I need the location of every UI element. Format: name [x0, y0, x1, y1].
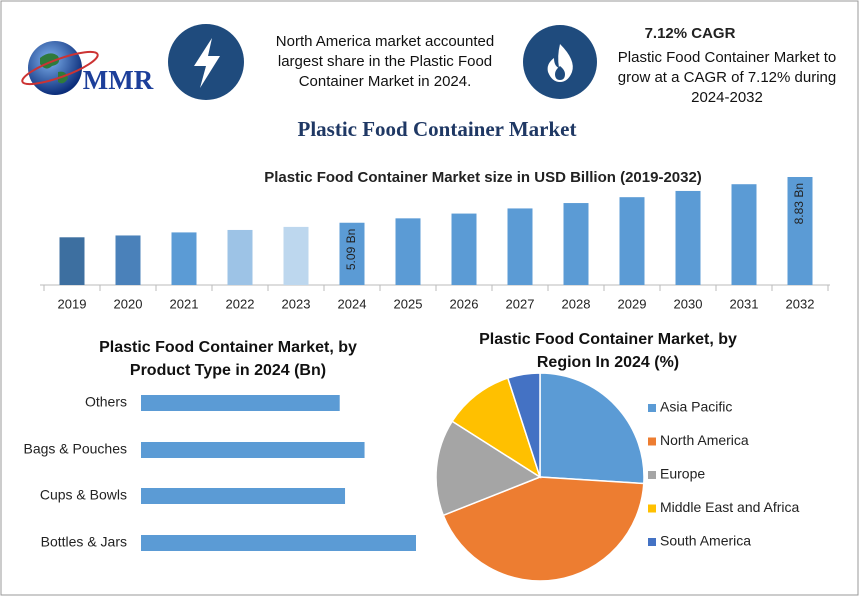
bar: [787, 177, 813, 285]
x-tick-label: 2025: [394, 296, 423, 311]
x-tick-label: 2019: [58, 296, 87, 311]
pie-slice: [435, 420, 542, 517]
bolt-icon: [194, 38, 220, 88]
y-tick-label: Cups & Bowls: [40, 487, 127, 503]
bar: [507, 208, 533, 285]
chart-title: Plastic Food Container Market size in US…: [264, 169, 702, 186]
bar: [227, 229, 253, 285]
flame-icon: [547, 44, 573, 82]
cagr-title: 7.12% CAGR: [645, 25, 736, 42]
y-tick-label: Others: [85, 394, 127, 410]
x-tick-label: 2027: [506, 296, 535, 311]
logo-orbit: [21, 50, 99, 86]
x-tick-label: 2020: [114, 296, 143, 311]
legend-label: North America: [660, 432, 749, 448]
x-tick-label: 2026: [450, 296, 479, 311]
bar: [731, 184, 757, 285]
x-tick-label: 2032: [786, 296, 815, 311]
y-tick-label: Bottles & Jars: [41, 534, 127, 550]
value-label: 8.83 Bn: [792, 183, 806, 224]
bar: [283, 226, 309, 285]
cagr-text: Plastic Food Container Market to grow at…: [617, 49, 837, 106]
legend-swatch: [648, 538, 656, 546]
x-tick-label: 2030: [674, 296, 703, 311]
logo-globe: [28, 41, 82, 95]
x-tick-label: 2031: [730, 296, 759, 311]
bar: [395, 218, 421, 285]
bar: [141, 442, 365, 458]
pie-slice: [539, 372, 645, 485]
bar: [141, 488, 346, 504]
legend-label: Asia Pacific: [660, 399, 732, 415]
bar: [675, 190, 701, 285]
legend-swatch: [648, 471, 656, 479]
pie-slice: [506, 372, 541, 478]
legend-swatch: [648, 404, 656, 412]
bar: [619, 197, 645, 285]
legend-label: Middle East and Africa: [660, 499, 800, 515]
flame-inner: [555, 66, 565, 80]
logo-land: [40, 53, 68, 84]
chart-title: Plastic Food Container Market, by Region…: [479, 331, 737, 371]
logo-text: MMR: [83, 65, 154, 95]
x-tick-label: 2023: [282, 296, 311, 311]
main-title: Plastic Food Container Market: [298, 117, 577, 141]
x-tick-label: 2024: [338, 296, 367, 311]
legend-label: Europe: [660, 466, 705, 482]
y-tick-label: Bags & Pouches: [23, 441, 127, 457]
x-tick-label: 2021: [170, 296, 199, 311]
bar: [141, 535, 416, 551]
legend-swatch: [648, 437, 656, 446]
bar: [563, 203, 589, 285]
bar: [141, 395, 340, 411]
legend-label: South America: [660, 533, 751, 549]
bar: [171, 232, 197, 285]
value-label: 5.09 Bn: [344, 229, 358, 270]
bar: [451, 213, 477, 285]
chart-title: Plastic Food Container Market, by Produc…: [99, 339, 357, 379]
bar: [339, 222, 365, 285]
pie-slice: [451, 377, 542, 479]
legend-swatch: [648, 504, 656, 513]
fact-text: North America market accounted largest s…: [275, 33, 495, 90]
x-tick-label: 2022: [226, 296, 255, 311]
bar: [59, 237, 85, 285]
x-tick-label: 2029: [618, 296, 647, 311]
pie-slice: [442, 476, 645, 582]
bar: [115, 235, 141, 285]
x-tick-label: 2028: [562, 296, 591, 311]
